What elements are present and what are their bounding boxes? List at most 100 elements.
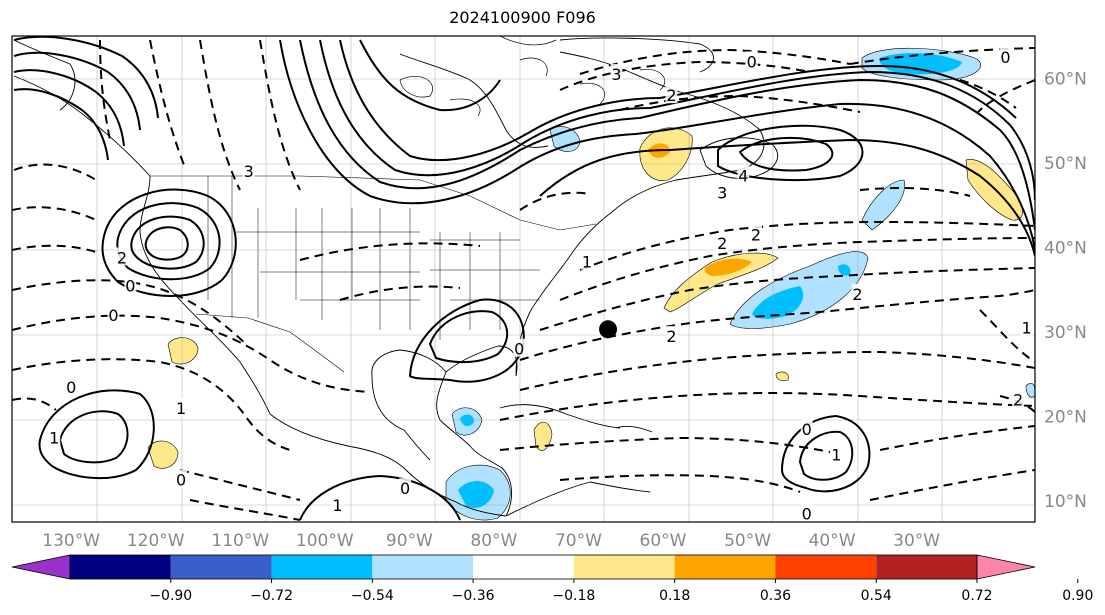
contour-jet-3 [339,39,1017,162]
contour-high-atlantic-east-inner [798,430,854,481]
contour-dash-14 [559,474,801,493]
contour-dash-31 [12,397,57,411]
contour-label: 1 [582,253,592,272]
colorbar-label: −0.90 [149,588,192,604]
contour-label-background [124,275,137,294]
contour-dash-8 [519,350,1035,391]
contour-label: 0 [802,505,812,524]
contour-jet-1 [299,39,1035,231]
contour-label-background [851,283,864,302]
coastline-alaska [13,39,76,111]
shade-negative-north-atlantic-core [879,53,962,75]
contour-dash-17 [979,309,1035,363]
contour-high-pacific-inner [58,410,129,464]
colorbar-segment [876,555,977,579]
contour-high-west-2 [130,215,205,270]
contour-label-background [399,478,412,497]
map-frame [11,35,1036,523]
contour-label: 0 [400,479,410,498]
latitude-label: 60°N [1044,69,1087,89]
longitude-labels: 130°W 120°W 110°W 100°W 90°W 80°W 70°W 60°W 50°W… [42,531,940,551]
contour-high-newfoundland-inner [738,136,834,172]
latitude-labels: 10°N 20°N 30°N 40°N 50°N 60°N [1044,69,1087,512]
contour-label: 2 [751,226,761,245]
latitude-label: 10°N [1044,492,1087,512]
colorbar-segment [674,555,776,579]
contour-dash-2 [12,358,291,451]
contour-label-background [750,224,762,243]
contour-dash-18 [259,39,301,191]
colorbar-label: 0.18 [659,588,690,604]
contour-label: 0 [125,276,135,295]
contour-dash-29 [179,469,301,501]
contour-label: 1 [176,399,186,418]
contour-jet-4 [279,39,1035,251]
contour-label-background [716,233,729,252]
latitude-label: 30°N [1044,323,1087,343]
contour-dash-19 [199,39,241,191]
contour-jet-5 [539,138,1035,257]
contour-label-background [610,64,623,83]
contour-label-background [800,503,813,522]
contour-label: 2 [852,285,862,304]
contour-dash-16 [879,425,1035,451]
contour-pacific-alaska-3 [13,88,109,161]
colorbar-segment [372,555,474,579]
coastline-south-america [505,481,651,517]
latitude-label: 40°N [1044,238,1087,258]
contour-label-background [737,165,750,184]
contour-label: 3 [244,162,254,181]
contour-label: 2 [1013,390,1023,409]
contour-dash-27 [299,242,481,261]
contour-label: 0 [108,306,118,325]
latitude-label: 20°N [1044,407,1087,427]
longitude-label: 40°W [809,531,856,551]
contour-high-newfoundland [717,124,864,182]
coastline-hudson [399,53,549,148]
colorbar-frame [69,554,978,580]
contour-dash-4 [12,244,97,253]
contour-label: 1 [831,445,841,464]
map-title: 2024100900 F096 [449,8,596,27]
longitude-label: 30°W [893,531,940,551]
contour-label-background [115,247,128,266]
shade-positive-baja [167,337,199,365]
contour-label: 2 [666,327,676,346]
solid-contours [13,36,1035,521]
colorbar-segment [573,555,675,579]
colorbar-segment [271,555,373,579]
contour-dash-22 [559,60,811,91]
contour-dash-25 [977,79,1035,113]
longitude-label: 130°W [42,531,100,551]
contour-label: 0 [1000,48,1010,67]
contour-label-background [1012,389,1025,408]
shade-negative-edge-east [1025,383,1035,398]
shade-positive-pacific [147,440,179,469]
contour-label-background [665,85,678,104]
contour-high-west-4 [101,188,237,297]
contour-label: 1 [332,496,342,515]
contour-dash-13 [499,436,831,453]
contour-label-background [513,338,526,357]
contour-dash-6 [13,163,97,181]
longitude-label: 70°W [555,531,602,551]
contour-label: 1 [49,428,59,447]
coastline-cuba [499,404,653,433]
contour-dash-10 [539,267,1035,331]
contour-dash-5 [12,206,97,221]
contour-label: 3 [611,65,621,84]
contour-label-background [745,51,758,70]
contour-label: 1 [1021,319,1031,338]
contour-pacific-alaska-2 [13,69,125,147]
contour-label-background [800,419,813,438]
border-us-mexico [195,313,345,373]
coastline-newfoundland [699,137,778,179]
colorbar-extend-max [976,554,1036,580]
contour-dash-9 [519,289,1035,361]
colorbar-segment [170,555,272,579]
contour-label: 3 [717,183,727,202]
colorbar-segment [70,555,171,579]
contour-jet-2 [319,39,1035,201]
longitude-label: 100°W [296,531,354,551]
